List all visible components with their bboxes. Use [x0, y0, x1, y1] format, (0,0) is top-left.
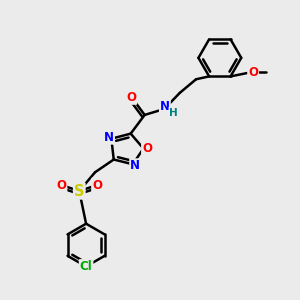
- Text: N: N: [130, 159, 140, 172]
- Text: O: O: [126, 91, 136, 104]
- Text: H: H: [169, 108, 178, 118]
- Text: O: O: [92, 178, 102, 192]
- Text: O: O: [56, 178, 66, 192]
- Text: N: N: [160, 100, 170, 113]
- Text: N: N: [104, 131, 114, 144]
- Text: S: S: [74, 184, 85, 199]
- Text: Cl: Cl: [80, 260, 92, 273]
- Text: O: O: [248, 66, 258, 79]
- Text: O: O: [142, 142, 152, 155]
